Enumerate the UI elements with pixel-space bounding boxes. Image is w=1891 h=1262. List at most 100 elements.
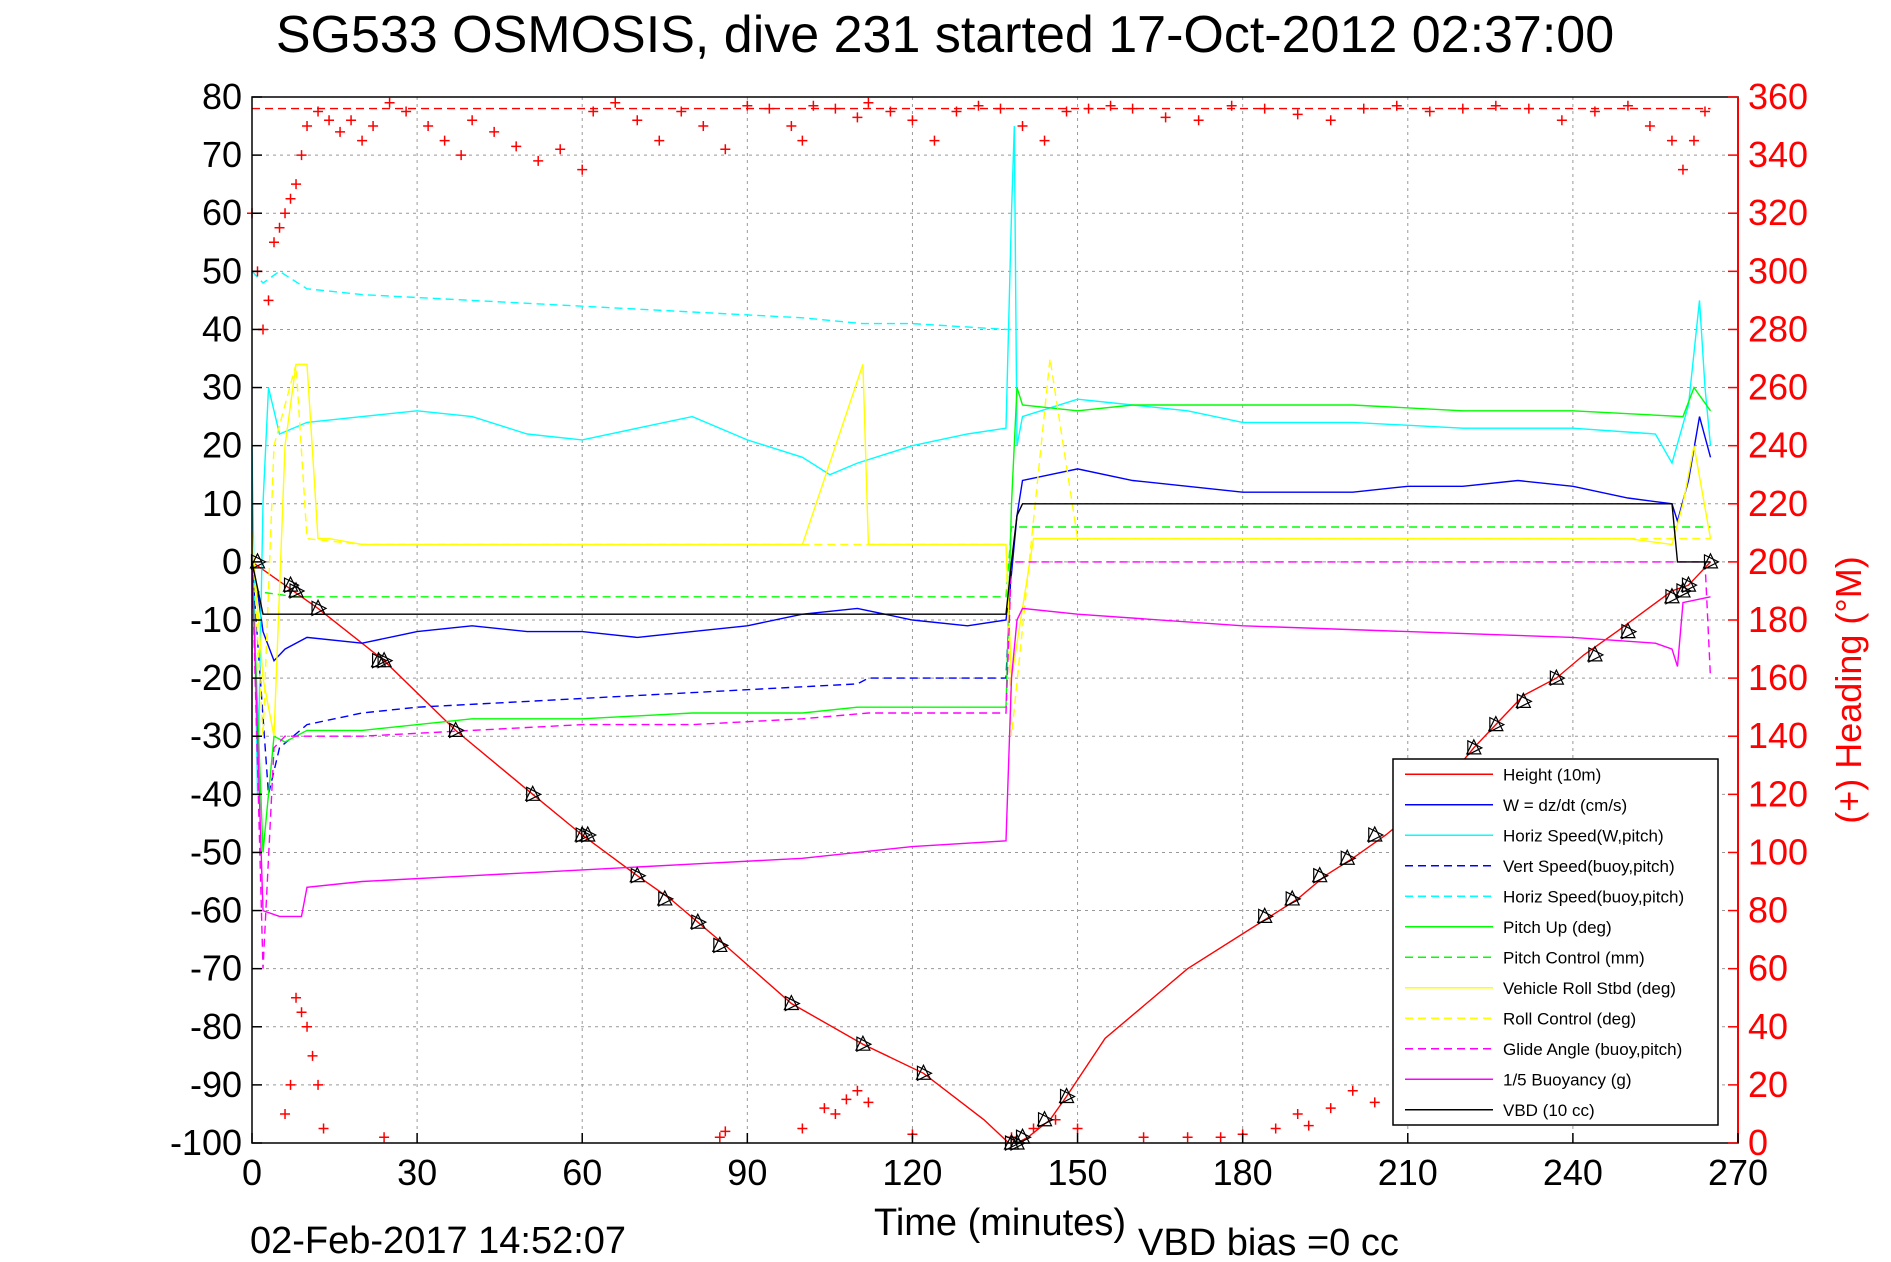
marker-triangle-right xyxy=(916,1065,933,1082)
marker-triangle-up xyxy=(783,994,800,1011)
legend-entry: Pitch Control (mm) xyxy=(1503,948,1645,967)
marker-triangle-right xyxy=(1703,553,1720,570)
marker-triangle-up xyxy=(310,599,327,615)
heading-point xyxy=(384,97,395,108)
heading-point xyxy=(973,100,984,111)
y-tick-label: 60 xyxy=(202,192,242,233)
marker-triangle-up xyxy=(1256,907,1273,923)
series-height-10m xyxy=(251,561,1712,1144)
y-right-tick-label: 120 xyxy=(1748,773,1808,814)
marker-triangle-up xyxy=(1311,866,1328,883)
marker-triangle-up xyxy=(854,1034,871,1051)
marker-triangle-right xyxy=(1681,577,1698,594)
x-tick-label: 0 xyxy=(242,1152,262,1193)
heading-point xyxy=(555,144,566,155)
legend-entry: Horiz Speed(W,pitch) xyxy=(1503,826,1664,845)
heading-point xyxy=(1028,1123,1039,1134)
heading-point xyxy=(577,164,588,175)
marker-triangle-up xyxy=(1036,1110,1053,1127)
heading-point xyxy=(302,1021,313,1032)
y-tick-label: 10 xyxy=(202,483,242,524)
x-tick-label: 240 xyxy=(1543,1152,1603,1193)
marker-triangle-up xyxy=(249,552,266,569)
marker-triangle-right xyxy=(713,937,730,954)
y-tick-label: -50 xyxy=(190,831,242,872)
marker-triangle-right xyxy=(371,652,388,669)
y-tick-label: -40 xyxy=(190,773,242,814)
legend-entry: 1/5 Buoyancy (g) xyxy=(1503,1070,1632,1089)
y-axis-right-label: (+) Heading (°M) xyxy=(1828,556,1869,823)
legend-entry: W = dz/dt (cm/s) xyxy=(1503,796,1627,815)
heading-point xyxy=(423,121,434,132)
y-right-tick-label: 100 xyxy=(1748,831,1808,872)
heading-point xyxy=(863,1097,874,1108)
y-right-tick-label: 360 xyxy=(1748,76,1808,117)
marker-triangle-up xyxy=(288,581,305,598)
series-roll-control-deg xyxy=(251,358,1711,737)
marker-triangle-right xyxy=(856,1036,873,1053)
heading-point xyxy=(302,121,313,132)
y-right-tick-label: 260 xyxy=(1748,367,1808,408)
y-axis-left: -100-90-80-70-60-50-40-30-20-10010203040… xyxy=(170,76,262,1163)
heading-point xyxy=(291,179,302,190)
heading-point xyxy=(1666,135,1677,146)
heading-point xyxy=(1039,135,1050,146)
heading-point xyxy=(830,1108,841,1119)
heading-point xyxy=(797,1123,808,1134)
heading-point xyxy=(1699,106,1710,117)
marker-triangle-up xyxy=(1702,552,1719,569)
series-pitch-up-deg xyxy=(251,386,1712,853)
sample-markers xyxy=(249,552,1720,1151)
y-right-tick-label: 140 xyxy=(1748,715,1808,756)
chart-title: SG533 OSMOSIS, dive 231 started 17-Oct-2… xyxy=(276,6,1614,64)
vbd-bias-footer: VBD bias =0 cc xyxy=(1138,1222,1399,1262)
heading-point xyxy=(852,1085,863,1096)
heading-point xyxy=(786,121,797,132)
marker-triangle-right xyxy=(784,995,801,1012)
x-tick-label: 90 xyxy=(727,1152,767,1193)
marker-triangle-up xyxy=(656,889,673,906)
marker-triangle-right xyxy=(1621,623,1638,640)
y-tick-label: -70 xyxy=(190,948,242,989)
heading-point xyxy=(714,1132,725,1143)
y-right-tick-label: 60 xyxy=(1748,948,1788,989)
marker-triangle-right xyxy=(1313,867,1330,884)
marker-triangle-right xyxy=(581,827,598,843)
heading-point xyxy=(368,121,379,132)
heading-point xyxy=(1622,100,1633,111)
x-tick-label: 180 xyxy=(1213,1152,1273,1193)
x-tick-label: 210 xyxy=(1378,1152,1438,1193)
heading-point xyxy=(274,222,285,233)
marker-triangle-right xyxy=(1549,670,1566,687)
heading-point xyxy=(863,97,874,108)
y-tick-label: 0 xyxy=(222,541,242,582)
heading-point xyxy=(698,121,709,132)
heading-point xyxy=(357,135,368,146)
y-tick-label: -90 xyxy=(190,1064,242,1105)
heading-point xyxy=(467,115,478,126)
marker-triangle-up xyxy=(579,825,596,842)
heading-point xyxy=(280,208,291,219)
y-tick-label: 40 xyxy=(202,308,242,349)
y-right-tick-label: 180 xyxy=(1748,599,1808,640)
y-right-tick-label: 160 xyxy=(1748,657,1808,698)
y-tick-label: -60 xyxy=(190,890,242,931)
heading-point xyxy=(1556,115,1567,126)
y-tick-label: 30 xyxy=(202,367,242,408)
y-tick-label: 20 xyxy=(202,425,242,466)
y-tick-label: -30 xyxy=(190,715,242,756)
y-axis-right: 0 20 40 60 80 100 120 140 160 180 200 220 240 260 280 3… xyxy=(1728,76,1808,1163)
legend-box xyxy=(1392,758,1719,1126)
y-tick-label: -10 xyxy=(190,599,242,640)
marker-triangle-up xyxy=(1663,587,1680,604)
heading-point xyxy=(1182,1132,1193,1143)
heading-point xyxy=(335,126,346,137)
heading-point xyxy=(1303,1120,1314,1131)
marker-triangle-up xyxy=(711,936,728,953)
marker-triangle-right xyxy=(1258,908,1275,925)
marker-triangle-up xyxy=(915,1063,932,1080)
heading-point xyxy=(533,155,544,166)
y-tick-label: -100 xyxy=(170,1122,242,1163)
y-right-tick-label: 340 xyxy=(1748,134,1808,175)
marker-triangle-up xyxy=(1284,889,1301,906)
